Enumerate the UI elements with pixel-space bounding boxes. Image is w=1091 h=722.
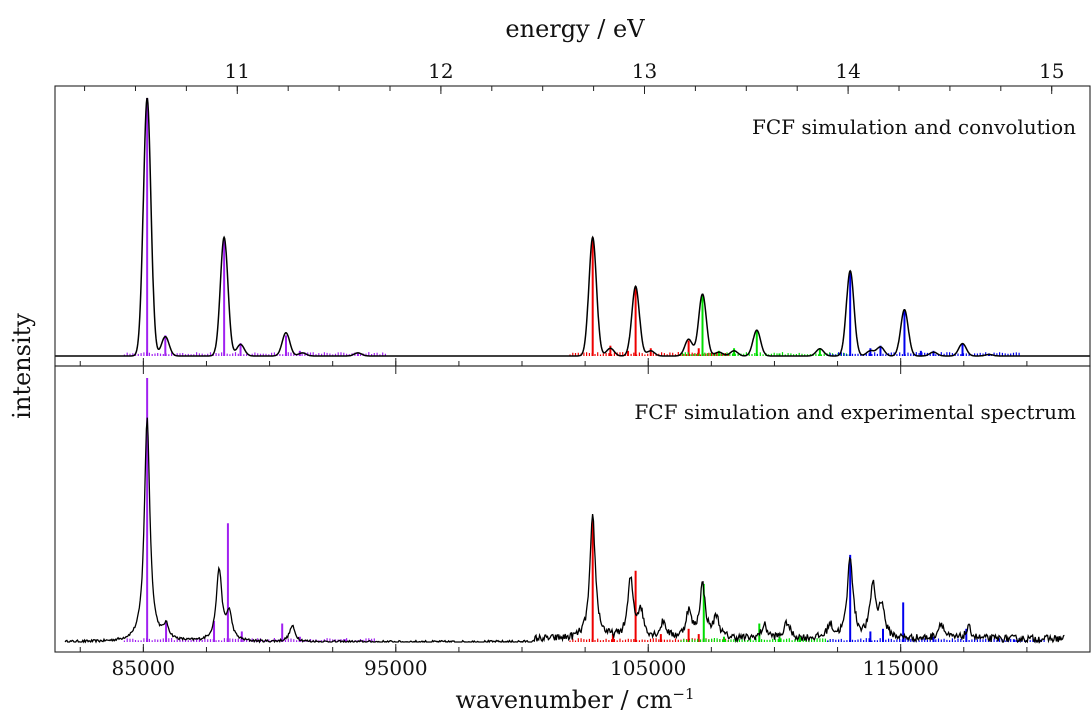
top-axis-label: energy / eV	[505, 15, 645, 43]
stick-cluster-1-blue	[826, 638, 1045, 642]
panel-top-annotation: FCF simulation and convolution	[752, 115, 1076, 139]
panel-bottom-annotation: FCF simulation and experimental spectrum	[634, 400, 1076, 424]
x-axis-label-exponent: −1	[672, 685, 694, 703]
x-tick-label-3: 115000	[862, 656, 938, 680]
top-tick-label-4: 15	[1039, 59, 1064, 83]
top-tick-label-2: 13	[632, 59, 657, 83]
x-axis-label: wavenumber / cm−1	[456, 685, 695, 714]
x-axis-label-text: wavenumber / cm	[456, 686, 673, 714]
y-axis-label: intensity	[8, 313, 36, 419]
experimental-spectrum-line	[64, 417, 1065, 644]
x-tick-label-0: 85000	[112, 656, 176, 680]
top-tick-label-3: 14	[835, 59, 860, 83]
top-tick-label-0: 11	[225, 59, 250, 83]
top-tick-label-1: 12	[428, 59, 453, 83]
plot-layer: 85000 95000 105000 115000 11 12 13 14 15	[54, 59, 1091, 680]
panel-frame-1	[54, 365, 1091, 653]
x-tick-label-2: 105000	[610, 656, 686, 680]
convolution-envelope-line	[55, 97, 1090, 357]
x-tick-label-1: 95000	[364, 656, 428, 680]
